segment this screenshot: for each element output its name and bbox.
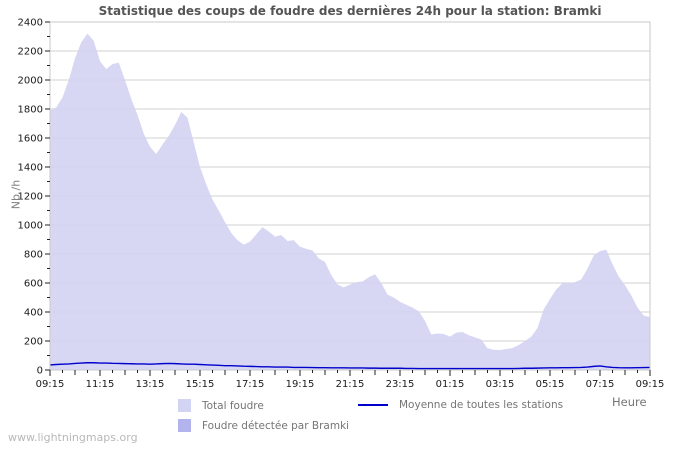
x-tick-label: 21:15 [336,379,365,390]
y-tick-label: 400 [24,308,43,319]
legend-item-moyenne: Moyenne de toutes les stations [358,399,563,411]
y-tick-label: 600 [24,279,43,290]
legend-label-total-foudre: Total foudre [202,399,264,412]
legend-label-bramki: Foudre détectée par Bramki [202,419,350,432]
y-tick-label: 800 [24,250,43,261]
line-moyenne [49,362,651,370]
y-tick-label: 2400 [18,18,43,29]
x-tick-label: 07:15 [586,379,615,390]
x-tick-label: 17:15 [236,379,265,390]
chart-title: Statistique des coups de foudre des dern… [98,4,602,18]
legend-item-total-foudre: Total foudre [178,399,264,412]
legend-label-moyenne: Moyenne de toutes les stations [399,399,564,411]
x-tick-label: 15:15 [186,379,215,390]
total-foudre-swatch [178,399,191,412]
x-tick-label: 13:15 [136,379,165,390]
y-tick-label: 0 [37,366,43,377]
y-tick-label: 1000 [18,221,43,232]
y-tick-label: 1800 [18,105,43,116]
legend-item-bramki: Foudre détectée par Bramki [178,419,349,432]
x-tick-label: 11:15 [86,379,115,390]
y-tick-label: 1400 [18,163,43,174]
y-tick-label: 1600 [18,134,43,145]
y-tick-label: 2000 [18,76,43,87]
moyenne-line-swatch [358,404,388,406]
x-axis-label: Heure [612,395,647,409]
y-tick-label: 2200 [18,47,43,58]
x-tick-label: 01:15 [436,379,465,390]
y-axis-label: Nb /h [9,179,23,210]
x-tick-label: 03:15 [486,379,515,390]
area-total-foudre [50,33,650,370]
x-tick-label: 05:15 [536,379,565,390]
x-tick-label: 09:15 [636,379,665,390]
y-tick-label: 1200 [18,192,43,203]
x-tick-label: 19:15 [286,379,315,390]
x-tick-label: 09:15 [36,379,65,390]
watermark: www.lightningmaps.org [8,431,138,444]
x-tick-label: 23:15 [386,379,415,390]
y-tick-label: 200 [24,337,43,348]
foudre-bramki-swatch [178,419,191,432]
